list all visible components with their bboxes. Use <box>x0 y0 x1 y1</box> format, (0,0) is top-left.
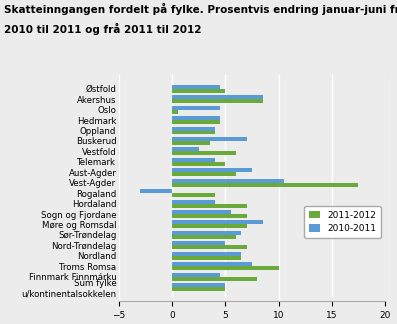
Bar <box>172 273 220 277</box>
Bar <box>172 262 252 266</box>
Bar <box>172 110 177 114</box>
Bar <box>172 214 247 218</box>
Bar <box>172 158 215 162</box>
Bar <box>172 193 215 197</box>
Bar <box>172 235 236 239</box>
Bar <box>172 95 263 99</box>
Bar <box>141 189 172 193</box>
Bar <box>172 168 252 172</box>
Bar <box>172 179 284 183</box>
Text: Skatteinngangen fordelt på fylke. Prosentvis endring januar-juni frå: Skatteinngangen fordelt på fylke. Prosen… <box>4 3 397 15</box>
Bar <box>172 287 225 291</box>
Bar <box>172 131 215 134</box>
Bar <box>172 203 247 208</box>
Bar <box>172 183 358 187</box>
Bar <box>172 252 241 256</box>
Bar <box>172 225 247 228</box>
Bar <box>172 151 236 156</box>
Bar <box>172 106 220 110</box>
Bar <box>172 266 279 270</box>
Bar <box>172 120 220 124</box>
Bar <box>172 127 215 131</box>
Bar <box>172 172 236 176</box>
Bar <box>172 141 210 145</box>
Bar <box>172 277 257 281</box>
Bar <box>172 283 225 287</box>
Bar <box>172 210 231 214</box>
Bar <box>172 241 225 245</box>
Bar <box>172 200 215 203</box>
Bar <box>172 116 220 120</box>
Bar <box>172 256 241 260</box>
Bar <box>172 220 263 225</box>
Legend: 2011-2012, 2010-2011: 2011-2012, 2010-2011 <box>304 206 381 238</box>
Bar <box>172 89 225 93</box>
Bar <box>172 231 241 235</box>
Bar <box>172 99 263 103</box>
Bar <box>172 147 199 151</box>
Bar <box>172 245 247 249</box>
Bar <box>172 85 220 89</box>
Text: 2010 til 2011 og frå 2011 til 2012: 2010 til 2011 og frå 2011 til 2012 <box>4 23 201 35</box>
Bar <box>172 137 247 141</box>
Bar <box>172 162 225 166</box>
